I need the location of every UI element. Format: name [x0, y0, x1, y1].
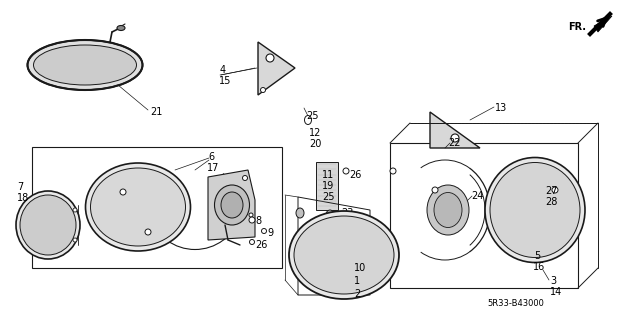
Ellipse shape: [326, 210, 334, 220]
Text: 3: 3: [550, 276, 556, 286]
Text: 18: 18: [17, 193, 29, 203]
Text: 9: 9: [267, 228, 273, 238]
Polygon shape: [594, 16, 612, 32]
Ellipse shape: [266, 54, 274, 62]
Text: 4: 4: [220, 65, 226, 75]
Text: FR.: FR.: [568, 22, 586, 32]
Ellipse shape: [28, 40, 143, 90]
Ellipse shape: [552, 187, 558, 193]
Ellipse shape: [221, 192, 243, 218]
Ellipse shape: [294, 216, 394, 294]
Ellipse shape: [73, 208, 77, 212]
Ellipse shape: [289, 211, 399, 299]
Text: 28: 28: [545, 197, 557, 207]
Ellipse shape: [117, 26, 125, 31]
Text: 11: 11: [322, 170, 334, 180]
Ellipse shape: [305, 115, 312, 124]
Text: 22: 22: [448, 138, 461, 148]
Text: 26: 26: [255, 240, 268, 250]
Bar: [390, 143, 578, 288]
Text: 24: 24: [471, 191, 483, 201]
Ellipse shape: [33, 45, 136, 85]
Text: 1: 1: [354, 276, 360, 286]
Ellipse shape: [262, 228, 266, 234]
Text: 7: 7: [17, 182, 23, 192]
Text: 23: 23: [341, 208, 353, 218]
Bar: [32, 147, 282, 268]
Text: 5: 5: [534, 251, 540, 261]
Text: 19: 19: [322, 181, 334, 191]
Ellipse shape: [214, 185, 250, 225]
Ellipse shape: [249, 217, 255, 223]
Text: 21: 21: [150, 107, 163, 117]
Ellipse shape: [296, 208, 304, 218]
Text: 16: 16: [533, 262, 545, 272]
Ellipse shape: [490, 162, 580, 257]
Ellipse shape: [434, 192, 462, 227]
Ellipse shape: [73, 238, 77, 242]
Ellipse shape: [485, 158, 585, 263]
Text: 15: 15: [219, 76, 232, 86]
Text: 8: 8: [255, 216, 261, 226]
Text: 5R33-B43000: 5R33-B43000: [487, 299, 544, 308]
Ellipse shape: [86, 163, 191, 251]
Text: 14: 14: [550, 287, 563, 297]
Text: 13: 13: [495, 103, 508, 113]
Ellipse shape: [343, 168, 349, 174]
Text: 27: 27: [545, 186, 557, 196]
Text: 6: 6: [208, 152, 214, 162]
Ellipse shape: [451, 134, 459, 142]
Ellipse shape: [120, 189, 126, 195]
Polygon shape: [258, 42, 295, 95]
Ellipse shape: [250, 240, 255, 244]
Text: 20: 20: [309, 139, 321, 149]
Ellipse shape: [16, 191, 80, 259]
Ellipse shape: [90, 168, 186, 246]
Text: 25: 25: [322, 192, 335, 202]
Text: 25: 25: [306, 111, 319, 121]
Text: 12: 12: [309, 128, 321, 138]
Text: 10: 10: [354, 263, 366, 273]
Ellipse shape: [20, 195, 76, 255]
Ellipse shape: [249, 213, 253, 217]
Text: 2: 2: [354, 289, 360, 299]
Polygon shape: [430, 112, 480, 148]
Ellipse shape: [145, 229, 151, 235]
Bar: [316, 162, 338, 210]
Ellipse shape: [432, 187, 438, 193]
Ellipse shape: [243, 175, 248, 181]
Text: 17: 17: [207, 163, 220, 173]
Ellipse shape: [427, 185, 469, 235]
Ellipse shape: [260, 87, 266, 93]
Ellipse shape: [390, 168, 396, 174]
Polygon shape: [208, 170, 255, 240]
Text: 26: 26: [349, 170, 362, 180]
